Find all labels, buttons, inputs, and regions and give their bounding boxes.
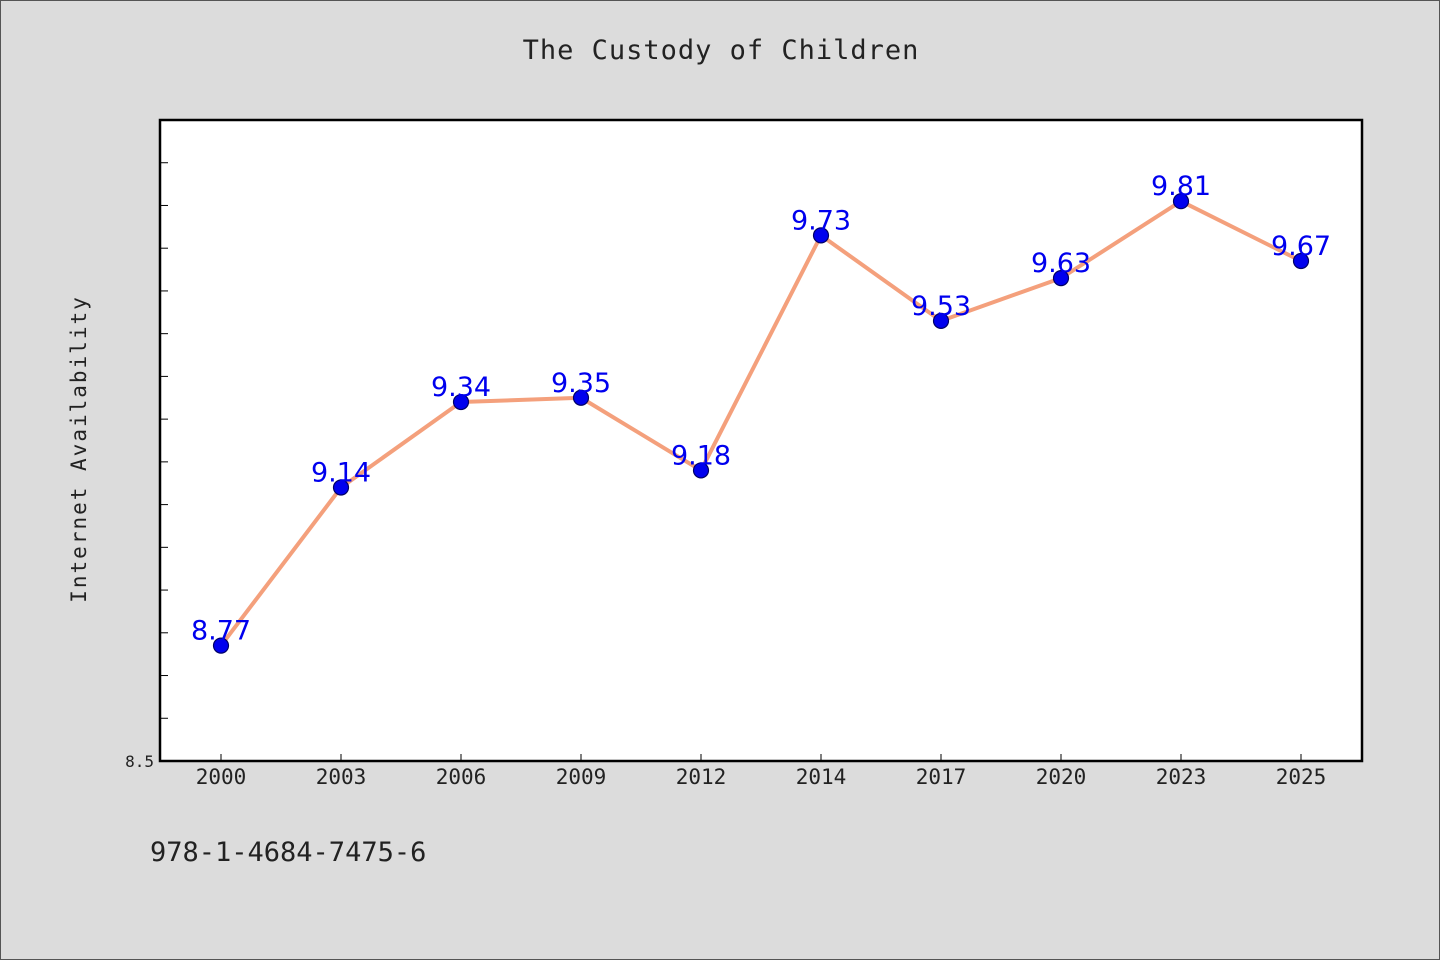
- data-point: [692, 462, 710, 479]
- data-point: [932, 312, 950, 329]
- data-label: 9.14: [311, 458, 371, 489]
- x-tick-label: 2014: [796, 765, 847, 789]
- data-label: 9.63: [1031, 248, 1091, 279]
- x-tick-label: 2020: [1036, 765, 1087, 789]
- data-point: [572, 389, 590, 406]
- data-label: 9.81: [1151, 171, 1211, 202]
- data-point: [212, 637, 230, 654]
- data-point: [1292, 252, 1310, 270]
- data-label: 9.34: [431, 372, 491, 403]
- data-point: [332, 479, 350, 496]
- series-line: [219, 199, 1303, 648]
- x-tick-label: 2025: [1276, 765, 1327, 789]
- y-tick-label: 8.5: [125, 752, 154, 771]
- x-tick-label: 2003: [316, 765, 367, 789]
- data-label: 9.73: [791, 205, 851, 236]
- data-point: [1052, 270, 1070, 287]
- data-point: [812, 227, 830, 244]
- data-label: 9.53: [911, 291, 971, 322]
- plot-area: [158, 118, 1364, 763]
- x-tick-label: 2012: [676, 765, 727, 789]
- x-tick-label: 2023: [1156, 765, 1207, 789]
- x-tick-label: 2006: [436, 765, 487, 789]
- chart-title: The Custody of Children: [522, 35, 920, 66]
- data-label: 9.67: [1271, 231, 1331, 262]
- x-tick-label: 2000: [196, 765, 247, 789]
- x-tick-label: 2017: [916, 765, 967, 789]
- data-label: 8.77: [191, 616, 251, 647]
- isbn-text: 978-1-4684-7475-6: [150, 837, 427, 868]
- data-point: [452, 393, 470, 411]
- data-label: 9.35: [551, 368, 611, 399]
- data-point: [1172, 193, 1190, 210]
- x-tick-label: 2009: [556, 765, 607, 789]
- data-label: 9.18: [671, 440, 731, 471]
